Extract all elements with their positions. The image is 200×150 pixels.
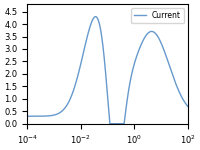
Current xyxy=(54,114,56,116)
Current xyxy=(95,16,97,18)
Current xyxy=(166,59,169,61)
Current xyxy=(94,16,97,18)
Current xyxy=(44,115,47,117)
Current xyxy=(88,30,90,32)
Current xyxy=(187,106,189,107)
Current xyxy=(184,101,186,103)
Current xyxy=(26,115,28,117)
Line: Current: Current xyxy=(27,17,188,124)
Current xyxy=(109,123,111,125)
Legend: Current: Current xyxy=(131,8,184,23)
